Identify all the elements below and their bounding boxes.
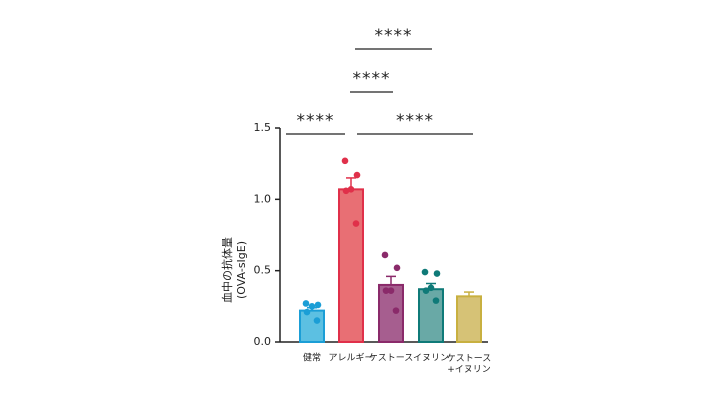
data-point [302, 300, 310, 307]
data-point [308, 303, 316, 310]
y-tick-label: 1.5 [254, 121, 272, 134]
bar [418, 288, 444, 344]
x-tick-label: ケストース+イヌリン [447, 353, 492, 375]
data-point [433, 270, 441, 277]
bar [378, 283, 404, 343]
significance-label: **** [375, 26, 413, 46]
y-tick-label: 0.5 [254, 264, 272, 277]
y-label-line: (OVA-sIgE) [235, 241, 248, 299]
significance-label: **** [396, 111, 434, 131]
data-point [421, 268, 429, 276]
y-axis-title: 血中の抗体量 (OVA-sIgE) [220, 237, 248, 303]
y-label-line: 血中の抗体量 [220, 237, 234, 303]
data-point [314, 301, 322, 309]
x-tick-label: イヌリン [413, 354, 449, 364]
significance-label: **** [297, 111, 335, 131]
data-point [427, 284, 435, 292]
x-tick-label: 健常 [303, 352, 321, 364]
data-point [381, 251, 389, 259]
data-point [303, 308, 311, 316]
data-point [352, 220, 360, 227]
bar [456, 295, 482, 344]
bar [299, 309, 325, 344]
bar [338, 188, 364, 343]
data-point [382, 287, 390, 294]
data-point [392, 307, 400, 314]
data-point [342, 187, 350, 195]
data-point [347, 186, 355, 193]
x-tick-label: ケストース [369, 353, 414, 364]
data-point [432, 297, 440, 304]
y-tick-label: 1.0 [254, 192, 272, 205]
data-point [393, 264, 401, 272]
y-tick-label: 0.0 [254, 335, 272, 348]
data-point [353, 171, 361, 179]
data-point [422, 287, 430, 294]
x-tick-label: アレルギー [328, 353, 373, 364]
data-point [387, 287, 395, 294]
data-point [341, 157, 349, 165]
data-point [313, 317, 321, 324]
significance-label: **** [353, 69, 391, 89]
